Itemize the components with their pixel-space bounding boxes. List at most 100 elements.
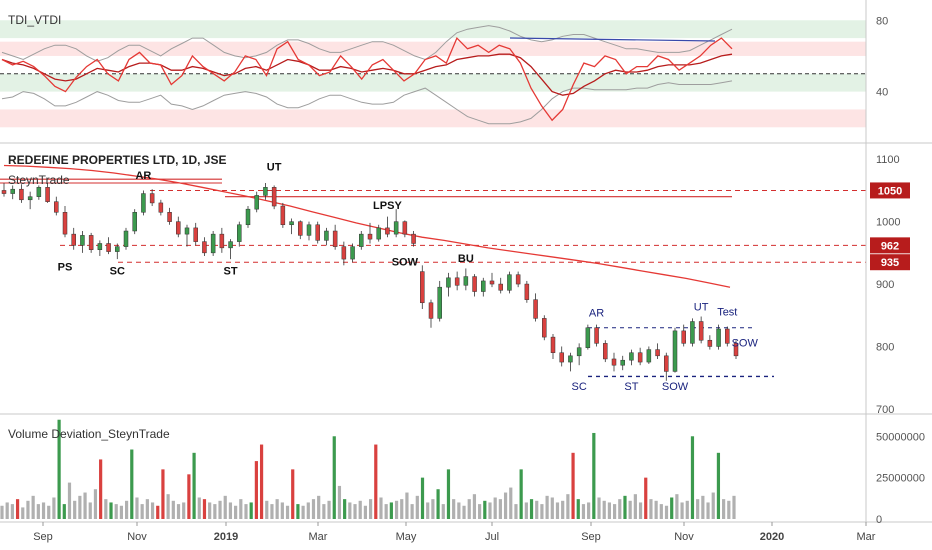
candle [550, 333, 556, 359]
candle [481, 277, 486, 297]
candle-body [385, 227, 390, 235]
volume-bar [384, 504, 388, 519]
volume-bar [420, 477, 425, 519]
price-tick-label: 1000 [876, 217, 900, 229]
volume-bar [99, 459, 103, 519]
candle [420, 265, 425, 310]
tdi-tick-label: 40 [876, 87, 888, 99]
candle [620, 355, 625, 371]
candle-body [611, 358, 617, 366]
candle-body [289, 221, 294, 226]
wyckoff-label: SOW [732, 337, 759, 349]
candle [637, 347, 643, 366]
volume-bar [561, 500, 565, 519]
volume-bar [104, 499, 108, 519]
volume-bar [716, 452, 721, 519]
candle-body [36, 187, 42, 197]
candle-body [646, 349, 652, 363]
wyckoff-label: SOW [392, 256, 419, 268]
volume-bar [213, 504, 217, 519]
volume-bar [659, 504, 663, 519]
candle-body [359, 233, 364, 247]
volume-bar [202, 499, 207, 519]
candle-body [454, 277, 460, 286]
volume-bar [249, 502, 253, 519]
volume-bar [701, 495, 705, 519]
tdi-zone-red [0, 41, 866, 56]
volume-bar [670, 497, 674, 519]
volume-bar [618, 499, 622, 519]
candle-body [681, 330, 686, 344]
wyckoff-label: BU [458, 253, 474, 265]
volume-bar [228, 502, 233, 519]
volume-bar [680, 502, 684, 519]
volume-bar [498, 499, 502, 519]
candle [36, 185, 42, 200]
candle [576, 343, 582, 366]
volume-bar [327, 500, 331, 519]
volume-bar [483, 500, 487, 519]
candle-body [690, 321, 695, 344]
volume-bar [208, 502, 212, 519]
candle-body [533, 299, 538, 319]
candle [507, 271, 512, 294]
candle [19, 184, 24, 203]
level-badge-label: 1050 [878, 185, 902, 197]
volume-bar [26, 500, 30, 519]
volume-bar [394, 500, 399, 519]
volume-bar [488, 502, 492, 519]
candle-body [350, 246, 355, 260]
time-tick-label: Sep [581, 531, 601, 543]
volume-bar [400, 499, 404, 519]
candle-body [411, 233, 416, 244]
candle-body [489, 280, 495, 285]
candle-body [481, 280, 486, 292]
volume-bar [270, 504, 274, 519]
candle [80, 231, 85, 253]
candle-body [245, 208, 251, 226]
volume-bar [727, 500, 731, 519]
volume-bar [441, 504, 445, 519]
candle-body [332, 230, 338, 247]
candle-body [228, 241, 233, 249]
volume-bar [706, 502, 710, 519]
candle [664, 352, 669, 381]
volume-bar [436, 489, 440, 519]
candle-body [637, 352, 643, 363]
volume-tick-label: 50000000 [876, 431, 925, 443]
candle-body [132, 212, 137, 232]
candle [254, 191, 259, 213]
candle [54, 196, 59, 216]
time-tick-label: Sep [33, 531, 53, 543]
volume-bar [592, 432, 596, 519]
volume-bar [41, 502, 46, 519]
candle [210, 231, 216, 256]
volume-bar [462, 505, 466, 519]
candle [437, 280, 442, 322]
candle-body [472, 276, 477, 292]
candle-body [280, 205, 286, 226]
wyckoff-label: ST [624, 381, 638, 393]
volume-bar [322, 504, 326, 519]
price-tick-label: 900 [876, 279, 894, 291]
volume-bar [171, 500, 175, 519]
volume-bar [514, 504, 518, 519]
volume-bar [644, 477, 648, 519]
volume-bar [130, 449, 134, 519]
candle [62, 206, 68, 238]
volume-bar [664, 505, 669, 519]
volume-bar [602, 500, 606, 519]
candle-body [202, 241, 207, 254]
candle-body [437, 286, 442, 319]
level-badge [870, 237, 910, 254]
wyckoff-label: SC [110, 266, 125, 278]
volume-bar [218, 500, 222, 519]
candle [515, 271, 521, 288]
candle-body [672, 330, 678, 372]
candle [559, 346, 564, 367]
volume-bar [503, 492, 508, 519]
candle [141, 190, 146, 216]
volume-bar [109, 502, 113, 519]
volume-bar [389, 502, 393, 519]
